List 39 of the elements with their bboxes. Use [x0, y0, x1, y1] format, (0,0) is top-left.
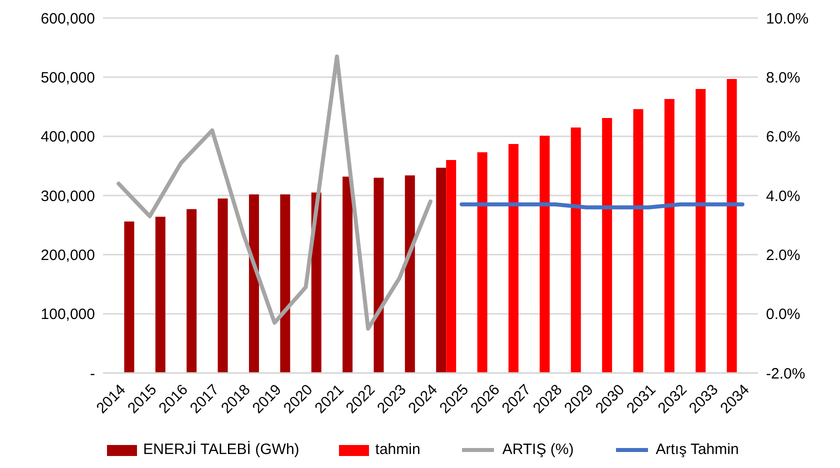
bar	[124, 222, 134, 373]
y-tick-label: 400,000	[40, 128, 95, 146]
y2-tick-label: 8.0%	[766, 69, 800, 86]
y-tick-label: 500,000	[40, 69, 95, 86]
y2-tick-label: 6.0%	[766, 128, 800, 146]
bar	[404, 175, 415, 373]
legend-label: tahmin	[375, 441, 420, 458]
bar	[602, 118, 612, 373]
legend-label: ENERJİ TALEBİ (GWh)	[143, 441, 300, 458]
y2-tick-label: 0.0%	[766, 306, 800, 324]
bar	[218, 198, 228, 373]
bar	[633, 109, 644, 373]
bar	[280, 194, 290, 373]
y-tick-label: 600,000	[40, 10, 95, 28]
legend-label: ARTIŞ (%)	[502, 441, 574, 458]
bar	[342, 176, 353, 373]
y2-tick-label: 10.0%	[766, 10, 809, 28]
y-tick-label: -	[90, 365, 95, 382]
bar	[436, 168, 446, 373]
bar	[726, 78, 737, 373]
bar	[374, 178, 384, 373]
bar	[155, 216, 166, 373]
bar	[477, 152, 488, 373]
bar	[570, 127, 581, 373]
y2-tick-label: 4.0%	[766, 188, 800, 205]
y2-tick-label: -2.0%	[766, 365, 806, 382]
bar	[540, 136, 550, 373]
bar	[664, 99, 674, 373]
y-tick-label: 200,000	[40, 246, 95, 264]
bar	[696, 89, 706, 373]
y-tick-label: 100,000	[40, 306, 95, 324]
bar	[508, 144, 518, 373]
y-tick-label: 300,000	[40, 188, 95, 205]
bar	[186, 209, 197, 373]
bar	[446, 160, 456, 373]
y2-tick-label: 2.0%	[766, 246, 800, 264]
legend-label: Artış Tahmin	[656, 441, 739, 458]
line-series	[116, 54, 432, 331]
bar	[248, 194, 259, 373]
